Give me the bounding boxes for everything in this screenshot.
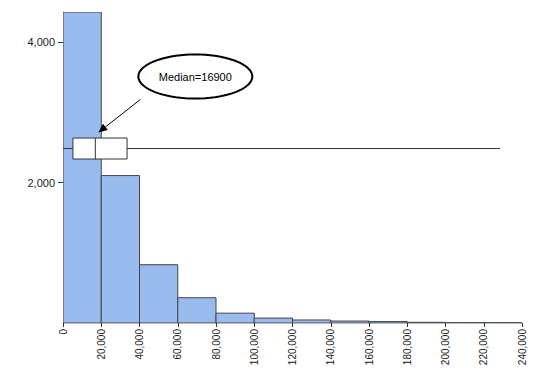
svg-text:60,000: 60,000 [172,329,183,360]
svg-text:0: 0 [58,329,69,335]
svg-text:220,000: 220,000 [478,329,489,366]
svg-text:180,000: 180,000 [402,329,413,366]
svg-text:140,000: 140,000 [325,329,336,366]
svg-text:80,000: 80,000 [211,329,222,360]
svg-text:120,000: 120,000 [287,329,298,366]
svg-text:2,000: 2,000 [27,177,55,189]
svg-text:200,000: 200,000 [440,329,451,366]
svg-text:4,000: 4,000 [27,36,55,48]
svg-text:240,000: 240,000 [517,329,528,366]
svg-text:20,000: 20,000 [96,329,107,360]
svg-text:100,000: 100,000 [249,329,260,366]
svg-text:Median=16900: Median=16900 [159,71,232,83]
svg-text:160,000: 160,000 [364,329,375,366]
svg-text:40,000: 40,000 [134,329,145,360]
